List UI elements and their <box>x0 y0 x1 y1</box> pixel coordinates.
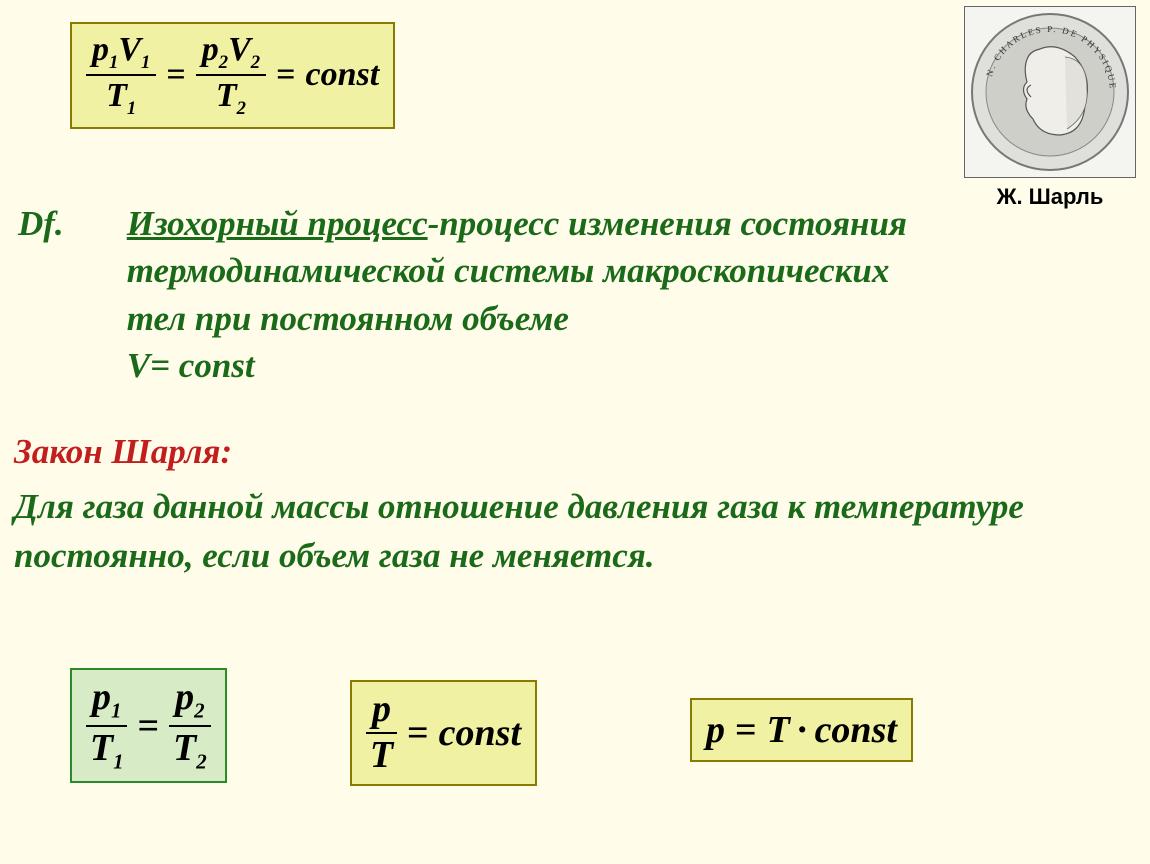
equals-c: = <box>403 711 433 755</box>
var-p2: p <box>202 31 219 68</box>
var-V: V <box>118 31 141 68</box>
sub-b2b: 2 <box>196 749 206 773</box>
definition-condition: V= const <box>127 346 255 385</box>
law-text: Для газа данной массы отношение давления… <box>14 482 1114 580</box>
law-title: Закон Шарля: <box>14 432 232 472</box>
sub-b1b: 1 <box>113 749 123 773</box>
frac-p1-over-t1: p1 T1 <box>86 678 127 773</box>
dot-op: · <box>796 708 809 752</box>
portrait-caption: Ж. Шарль <box>964 184 1136 210</box>
frac-p1v1-over-t1: p1V1 T1 <box>86 32 156 119</box>
frac-p2v2-over-t2: p2V2 T2 <box>196 32 266 119</box>
var-T2: T <box>216 77 237 114</box>
const-d: const <box>815 708 897 752</box>
definition-block: Df. Изохорный процесс-процесс изменения … <box>18 200 978 389</box>
sub-2b: 2 <box>251 52 260 73</box>
formula-charles-law-ratio: p1 T1 = p2 T2 <box>70 668 227 783</box>
var-T-b2: T <box>173 727 196 769</box>
var-T: T <box>106 77 127 114</box>
sub-1: 1 <box>109 52 118 73</box>
var-T-d: T <box>767 708 790 752</box>
var-p-b2: p <box>175 676 194 718</box>
sub-1b: 1 <box>141 52 150 73</box>
var-p-d: p <box>706 708 725 752</box>
var-p-b1: p <box>92 676 111 718</box>
var-T-c: T <box>370 734 393 776</box>
var-V2: V <box>228 31 251 68</box>
sub-2: 2 <box>219 52 228 73</box>
formula-p-over-t-const: p T = const <box>350 680 537 786</box>
var-T-b1: T <box>90 727 113 769</box>
const-label: const <box>306 56 380 94</box>
equals-d: = <box>731 708 761 752</box>
formula-combined-gas-law: p1V1 T1 = p2V2 T2 = const <box>70 22 395 129</box>
df-label: Df. <box>18 200 118 247</box>
definition-text: Изохорный процесс-процесс изменения сост… <box>127 200 957 389</box>
portrait-block: N. CHARLES P. DE PHYSIQUE Ж. Шарль <box>964 6 1136 210</box>
portrait-image: N. CHARLES P. DE PHYSIQUE <box>964 6 1136 178</box>
definition-term: Изохорный процесс <box>127 204 428 243</box>
sub-2c: 2 <box>237 98 246 119</box>
charles-portrait-svg: N. CHARLES P. DE PHYSIQUE <box>965 7 1135 177</box>
var-p: p <box>92 31 109 68</box>
sub-b1: 1 <box>111 699 121 723</box>
equals-1: = <box>162 56 189 94</box>
formula-p-eq-t-const: p = T · const <box>690 698 913 762</box>
sub-b2: 2 <box>194 699 204 723</box>
var-p-c: p <box>366 690 397 734</box>
const-c: const <box>439 711 521 755</box>
equals-2: = <box>272 56 299 94</box>
equals-b1: = <box>133 704 163 748</box>
frac-p-over-t: p T <box>366 690 397 776</box>
frac-p2-over-t2: p2 T2 <box>169 678 210 773</box>
sub-1c: 1 <box>127 98 136 119</box>
